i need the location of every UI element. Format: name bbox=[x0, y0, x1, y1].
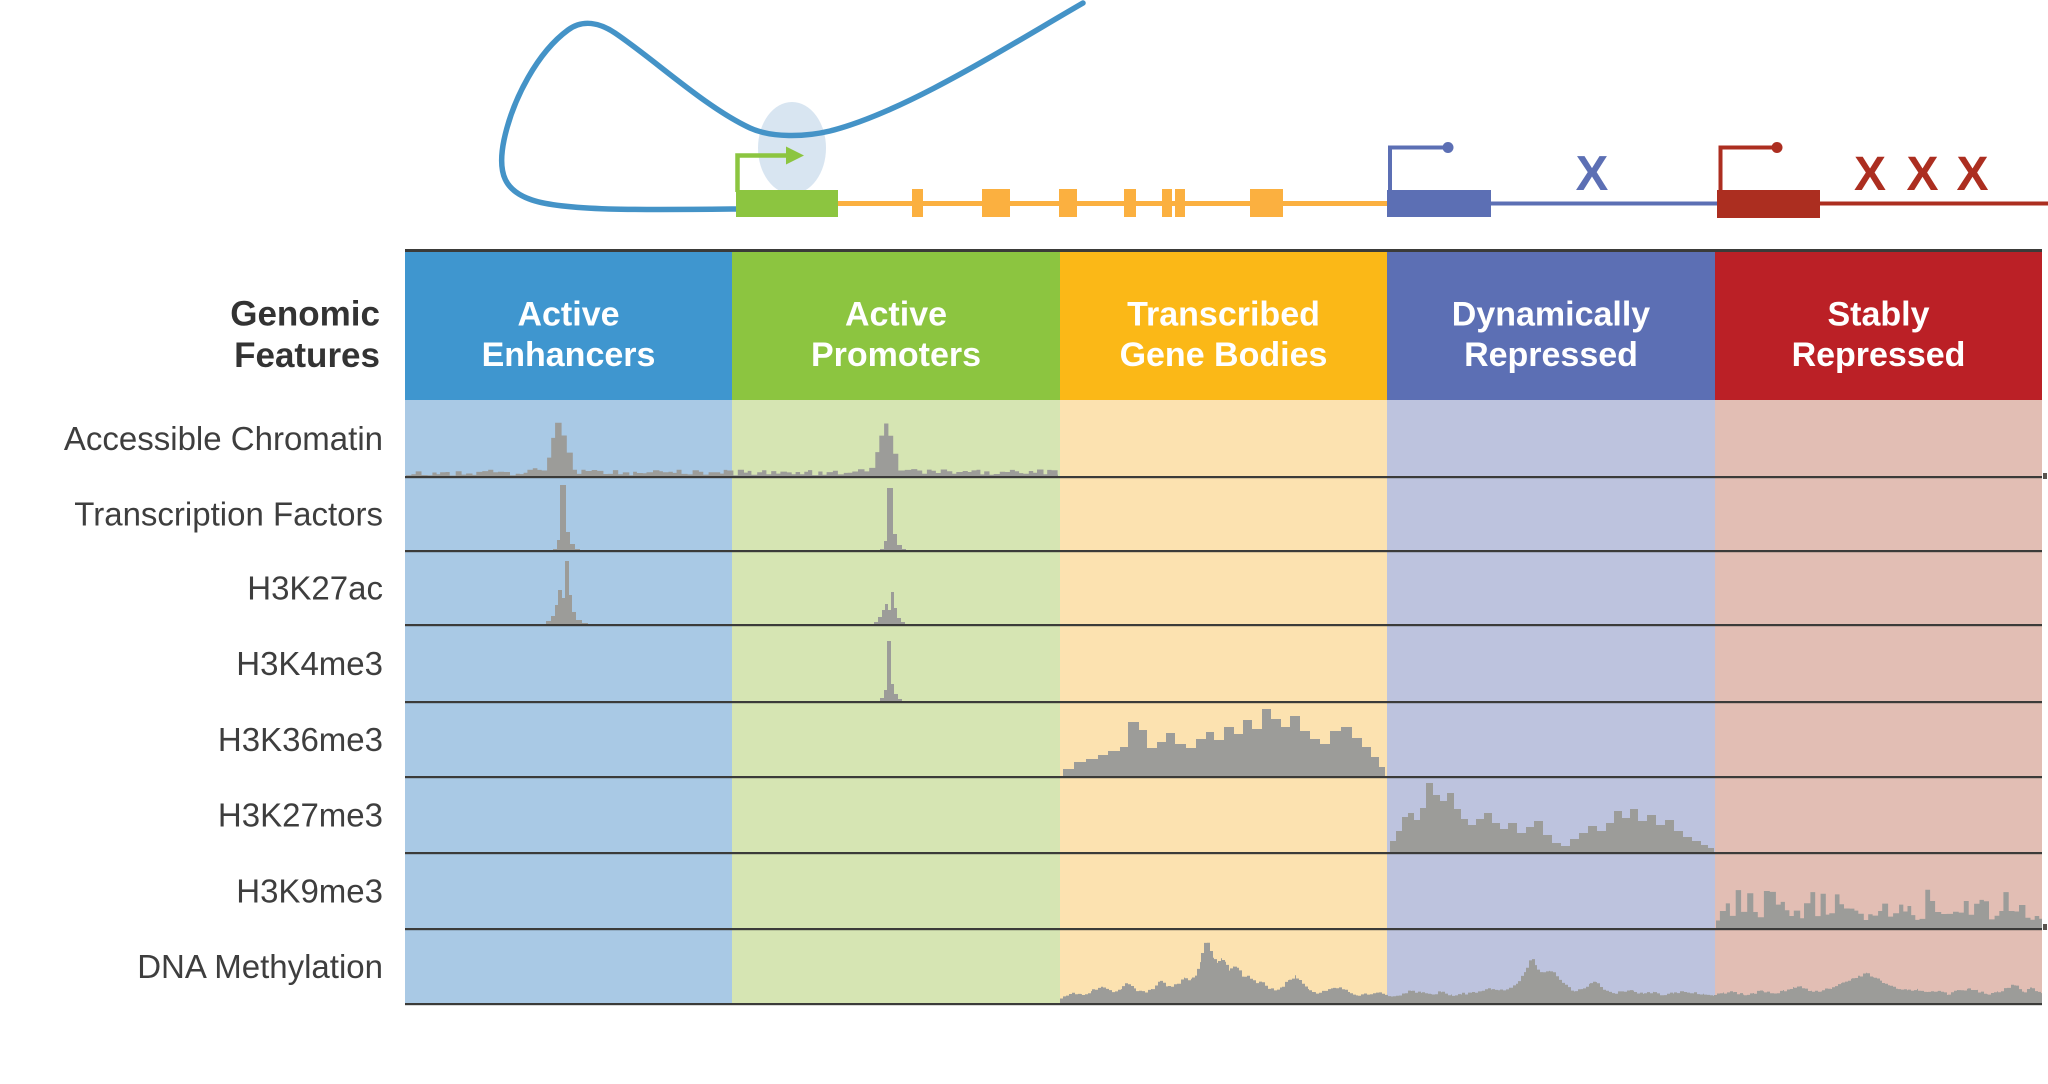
svg-text:Accessible Chromatin: Accessible Chromatin bbox=[64, 420, 383, 457]
svg-text:DNA Methylation: DNA Methylation bbox=[137, 948, 383, 985]
svg-text:Repressed: Repressed bbox=[1464, 336, 1638, 374]
svg-text:X: X bbox=[1576, 147, 1609, 201]
svg-text:H3K4me3: H3K4me3 bbox=[236, 645, 383, 682]
svg-text:Enhancers: Enhancers bbox=[482, 336, 656, 374]
svg-text:Repressed: Repressed bbox=[1792, 336, 1966, 374]
svg-text:X: X bbox=[1956, 148, 1988, 201]
svg-text:Dynamically: Dynamically bbox=[1452, 296, 1651, 334]
svg-text:Genomic: Genomic bbox=[230, 295, 380, 334]
svg-text:Features: Features bbox=[234, 336, 380, 375]
svg-text:Transcribed: Transcribed bbox=[1127, 296, 1320, 334]
svg-text:H3K27ac: H3K27ac bbox=[247, 570, 383, 607]
svg-text:H3K27me3: H3K27me3 bbox=[218, 797, 383, 834]
svg-text:Active: Active bbox=[845, 296, 947, 334]
svg-text:Transcription Factors: Transcription Factors bbox=[74, 496, 383, 533]
svg-text:Stably: Stably bbox=[1827, 296, 1929, 334]
svg-text:X: X bbox=[1906, 148, 1938, 201]
svg-text:Gene Bodies: Gene Bodies bbox=[1120, 336, 1328, 374]
svg-text:H3K36me3: H3K36me3 bbox=[218, 721, 383, 758]
svg-text:Promoters: Promoters bbox=[811, 336, 981, 374]
svg-text:H3K9me3: H3K9me3 bbox=[236, 873, 383, 910]
svg-text:Active: Active bbox=[517, 296, 619, 334]
svg-text:X: X bbox=[1854, 148, 1886, 201]
